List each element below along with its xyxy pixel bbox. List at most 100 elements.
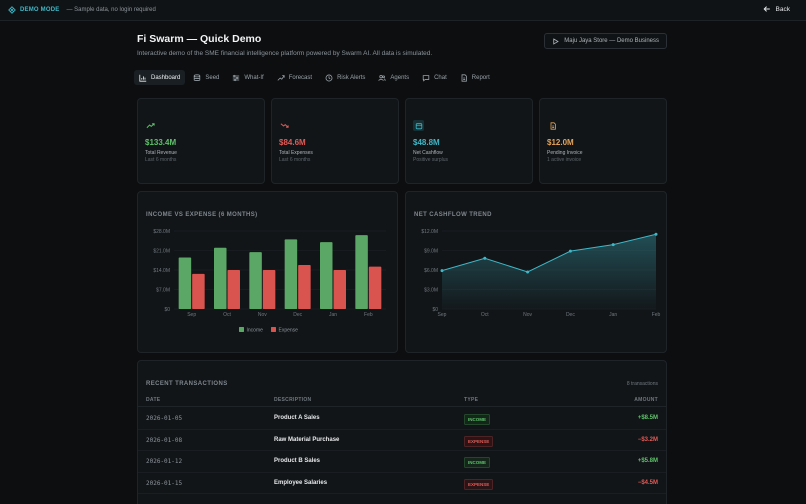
page-title: Fi Swarm — Quick Demo <box>137 33 262 45</box>
transactions-count: 8 transactions <box>626 381 658 387</box>
y-tick-label: $9.0M <box>424 249 438 255</box>
x-tick-label: Jan <box>609 312 617 318</box>
bar-expense <box>262 270 276 309</box>
x-tick-label: Jan <box>329 312 337 318</box>
tab-label: Chat <box>434 74 447 81</box>
tab-dashboard[interactable]: Dashboard <box>134 70 186 85</box>
kpi-card-net-cashflow: $48.8M Net Cashflow Positive surplus <box>405 98 533 184</box>
col-amount: AMOUNT <box>634 397 658 403</box>
tab-label: Risk Alerts <box>337 74 366 81</box>
kpi-sub: Last 6 months <box>145 157 177 163</box>
clock-icon <box>325 74 333 82</box>
table-row[interactable]: 2026-01-05 Product A Sales INCOME +$8.5M <box>138 408 666 430</box>
trend-icon <box>277 74 285 82</box>
back-button[interactable]: Back <box>763 5 790 13</box>
x-tick-label: Dec <box>293 312 302 318</box>
data-point <box>483 256 487 260</box>
table-row[interactable]: 2026-01-12 Product B Sales INCOME +$5.8M <box>138 451 666 473</box>
col-description: DESCRIPTION <box>274 397 312 403</box>
x-tick-label: Oct <box>223 312 231 318</box>
x-tick-label: Oct <box>481 312 489 318</box>
table-header: DATE DESCRIPTION TYPE AMOUNT <box>138 393 666 407</box>
y-tick-label: $0 <box>164 307 170 313</box>
tab-label: Report <box>471 74 490 81</box>
users-icon <box>378 74 387 82</box>
legend-label: Income <box>247 328 264 334</box>
invoice-icon <box>547 120 558 131</box>
x-tick-label: Nov <box>258 312 267 318</box>
data-point <box>568 249 572 253</box>
col-type: TYPE <box>464 397 479 403</box>
kpi-value: $12.0M <box>547 138 574 147</box>
row-description: Product A Sales <box>274 415 320 421</box>
chart-title: NET CASHFLOW TREND <box>414 212 492 218</box>
tab-label: Forecast <box>288 74 313 81</box>
bar-income <box>284 239 298 309</box>
tab-what-if[interactable]: What-If <box>227 70 268 85</box>
bar-expense <box>192 273 205 309</box>
kpi-label: Total Expenses <box>279 150 313 156</box>
type-badge: EXPENSE <box>464 478 494 490</box>
demo-mode-note: — Sample data, no login required <box>66 7 156 13</box>
bar-income <box>355 235 368 309</box>
data-point <box>654 232 658 236</box>
y-tick-label: $0 <box>432 307 438 313</box>
cashflow-area <box>442 234 656 309</box>
sliders-icon <box>232 74 240 82</box>
play-icon <box>552 37 560 45</box>
demo-topbar: DEMO MODE — Sample data, no login requir… <box>0 0 806 21</box>
type-badge: INCOME <box>464 457 490 468</box>
x-tick-label: Dec <box>566 312 575 318</box>
col-date: DATE <box>146 397 161 403</box>
y-tick-label: $21.0M <box>153 249 170 255</box>
y-tick-label: $6.0M <box>424 268 438 274</box>
demo-business-button[interactable]: Maju Jaya Store — Demo Business <box>544 33 667 49</box>
bar-chart-icon <box>139 74 147 82</box>
legend-swatch <box>271 327 276 332</box>
bar-income <box>249 252 262 309</box>
tab-risk-alerts[interactable]: Risk Alerts <box>320 70 370 85</box>
type-badge: INCOME <box>464 414 490 425</box>
kpi-card-total-expenses: $84.6M Total Expenses Last 6 months <box>271 98 399 184</box>
page-subtitle: Interactive demo of the SME financial in… <box>137 50 433 57</box>
tab-seed[interactable]: Seed <box>188 70 224 85</box>
chart-title: INCOME VS EXPENSE (6 MONTHS) <box>146 212 258 218</box>
bar-expense <box>333 270 346 309</box>
tab-label: Agents <box>390 74 410 81</box>
bar-expense <box>368 266 382 309</box>
arrow-left-icon <box>763 5 771 13</box>
table-row[interactable]: 2026-01-15 Employee Salaries EXPENSE −$4.5M <box>138 473 666 494</box>
x-tick-label: Sep <box>438 312 447 318</box>
kpi-card-total-revenue: $133.4M Total Revenue Last 6 months <box>137 98 265 184</box>
demo-mode-label: DEMO MODE <box>20 7 60 13</box>
row-date: 2026-01-15 <box>146 479 183 487</box>
tab-report[interactable]: Report <box>455 70 495 85</box>
x-tick-label: Feb <box>652 312 661 318</box>
row-description: Raw Material Purchase <box>274 436 340 443</box>
transactions-panel: RECENT TRANSACTIONS 8 transactions DATE … <box>137 360 667 504</box>
tab-forecast[interactable]: Forecast <box>272 70 317 85</box>
row-date: 2026-01-08 <box>146 436 183 444</box>
bar-income <box>320 242 333 309</box>
tab-chat[interactable]: Chat <box>417 70 452 85</box>
row-description: Employee Salaries <box>274 479 328 486</box>
kpi-sub: 1 active invoice <box>547 157 582 163</box>
file-icon <box>460 73 468 82</box>
data-point <box>440 269 444 273</box>
bar-expense <box>227 270 240 309</box>
kpi-value: $48.8M <box>413 138 440 147</box>
data-point <box>611 243 615 247</box>
tab-agents[interactable]: Agents <box>373 70 414 85</box>
y-tick-label: $28.0M <box>153 229 170 235</box>
cashflow-line <box>441 233 657 273</box>
row-description: Product B Sales <box>274 458 321 464</box>
tab-label: Seed <box>205 74 220 81</box>
row-date: 2026-01-05 <box>146 415 183 422</box>
cashflow-panel: NET CASHFLOW TREND $0 $3.0M $6.0M $9.0M $12.… <box>405 191 667 353</box>
row-amount: +$5.8M <box>637 458 658 464</box>
kpi-value: $84.6M <box>279 138 306 147</box>
kpi-label: Total Revenue <box>145 150 177 156</box>
wallet-icon <box>413 120 424 131</box>
y-tick-label: $12.0M <box>421 229 438 235</box>
table-row[interactable]: 2026-01-08 Raw Material Purchase EXPENSE −$… <box>138 430 666 451</box>
